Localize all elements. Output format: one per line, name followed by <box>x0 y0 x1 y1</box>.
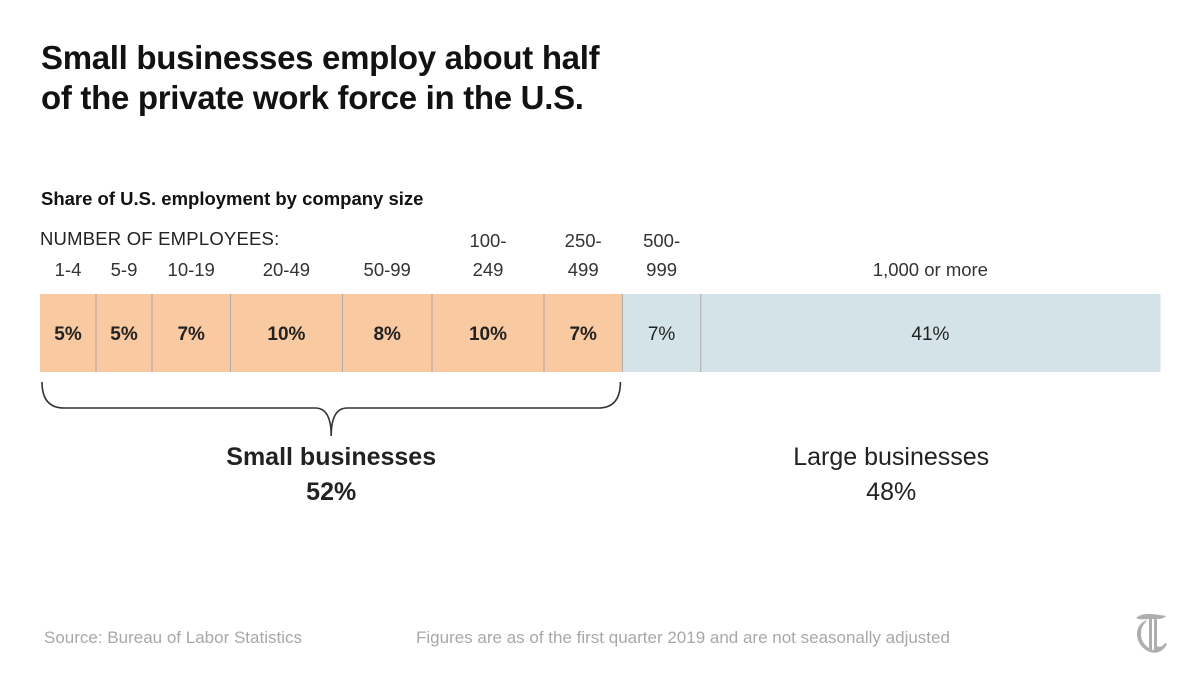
nyt-t-logo-icon <box>1136 614 1167 653</box>
bar-segments <box>40 294 1161 372</box>
chart-title-line-2: of the private work force in the U.S. <box>41 79 584 116</box>
category-label: 249 <box>473 259 504 280</box>
value-label: 7% <box>569 324 597 345</box>
value-label: 5% <box>54 324 82 345</box>
value-labels: 5% 5% 7% 10% 8% 10% 7% 7% 41% <box>54 324 949 345</box>
stacked-bar-chart: 1-4 5-9 10-19 20-49 50-99 100- 249 250- 499 500- 9… <box>40 230 1161 506</box>
bar-segment <box>622 294 702 372</box>
bar-segment <box>230 294 343 372</box>
group-name-label: Small businesses <box>226 443 436 471</box>
value-label: 10% <box>267 324 305 345</box>
chart-title: Small businesses employ about half of th… <box>41 38 741 118</box>
value-label: 41% <box>911 324 949 345</box>
value-label: 10% <box>469 324 507 345</box>
source-note: Source: Bureau of Labor Statistics <box>44 628 302 647</box>
bar-segment <box>544 294 623 372</box>
value-label: 7% <box>648 324 676 345</box>
axis-label: NUMBER OF EMPLOYEES: <box>40 228 280 249</box>
category-label: 50-99 <box>364 259 411 280</box>
bar-segment <box>96 294 153 372</box>
group-bracket <box>41 381 622 437</box>
category-label: 500- <box>643 230 680 251</box>
bar-segment <box>152 294 231 372</box>
category-label: 100- <box>469 230 506 251</box>
value-label: 8% <box>373 324 401 345</box>
bar-segment <box>432 294 545 372</box>
group-total-label: 48% <box>866 478 916 506</box>
bar-segment <box>40 294 97 372</box>
chart-subtitle: Share of U.S. employment by company size <box>41 188 424 209</box>
group-name-label: Large businesses <box>793 443 989 471</box>
bar-segment <box>700 294 1161 372</box>
category-label: 999 <box>646 259 677 280</box>
value-label: 5% <box>110 324 138 345</box>
value-label: 7% <box>177 324 205 345</box>
category-labels: 1-4 5-9 10-19 20-49 50-99 100- 249 250- 499 500- 9… <box>55 230 988 280</box>
group-brackets <box>41 381 622 437</box>
bar-dividers <box>95 294 702 372</box>
category-label: 10-19 <box>168 259 215 280</box>
footnote: Figures are as of the first quarter 2019… <box>416 628 950 647</box>
category-label: 20-49 <box>263 259 310 280</box>
category-label: 1,000 or more <box>873 259 988 280</box>
category-label: 499 <box>568 259 599 280</box>
category-label: 1-4 <box>55 259 82 280</box>
category-label: 5-9 <box>111 259 138 280</box>
bar-segment <box>342 294 433 372</box>
group-labels: Small businesses 52% Large businesses 48% <box>226 443 989 506</box>
group-total-label: 52% <box>306 478 356 506</box>
category-label: 250- <box>565 230 602 251</box>
chart-title-line-1: Small businesses employ about half <box>41 39 600 76</box>
